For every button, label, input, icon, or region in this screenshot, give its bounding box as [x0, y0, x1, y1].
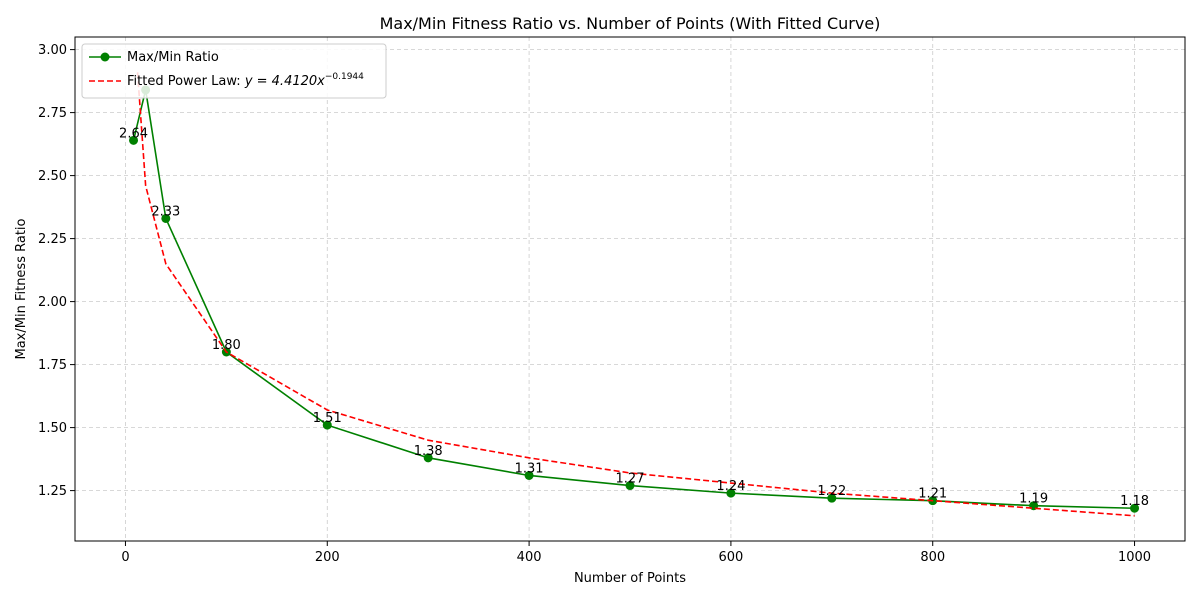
x-tick-label: 1000: [1118, 550, 1151, 565]
legend-marker-ratio: [100, 52, 110, 62]
legend-label-fit: Fitted Power Law: y = 4.4120x−0.1944: [127, 72, 364, 89]
data-label: 1.38: [414, 444, 443, 459]
legend-fit-exponent: −0.1944: [325, 72, 364, 82]
x-axis-ticks: 0 200 400 600 800 1000: [121, 541, 1151, 565]
y-tick-label: 2.25: [38, 232, 67, 247]
y-tick-label: 1.25: [38, 484, 67, 499]
series-max-min-ratio: [129, 85, 1140, 513]
data-label: 1.21: [918, 487, 947, 502]
plot-frame: [74, 36, 1186, 542]
data-label: 1.27: [616, 472, 645, 487]
data-labels: 2.64 2.33 1.80 1.51 1.38 1.31 1.27 1.24 1.22 1.21…: [119, 126, 1149, 509]
data-point: [322, 420, 332, 430]
chart-title: Max/Min Fitness Ratio vs. Number of Poin…: [380, 14, 881, 33]
series-line-max-min-ratio: [132, 89, 1135, 510]
x-tick-label: 400: [517, 550, 542, 565]
legend-fit-formula: y = 4.4120x: [244, 74, 325, 89]
data-point: [625, 481, 635, 491]
x-axis-label: Number of Points: [574, 571, 686, 586]
data-label: 1.80: [212, 338, 241, 353]
data-label: 2.64: [119, 126, 148, 141]
x-tick-label: 600: [718, 550, 743, 565]
x-tick-label: 200: [315, 550, 340, 565]
y-tick-label: 3.00: [38, 43, 67, 58]
y-axis-label: Max/Min Fitness Ratio: [14, 218, 29, 359]
series-line-fitted-power-law: [136, 72, 1135, 517]
data-label: 1.19: [1019, 492, 1048, 507]
y-tick-label: 2.50: [38, 169, 67, 184]
legend-box: [81, 43, 387, 99]
legend-label-ratio: Max/Min Ratio: [127, 50, 219, 65]
data-label: 1.31: [515, 461, 544, 476]
data-point: [1130, 503, 1140, 513]
legend: Max/Min Ratio Fitted Power Law: y = 4.41…: [81, 43, 387, 99]
data-label: 1.22: [817, 484, 846, 499]
x-tick-label: 0: [121, 550, 129, 565]
data-point: [827, 493, 837, 503]
data-point: [423, 453, 433, 463]
y-tick-label: 2.00: [38, 295, 67, 310]
y-tick-label: 2.75: [38, 106, 67, 121]
grid: [75, 37, 1185, 541]
data-label: 1.24: [716, 479, 745, 494]
data-label: 1.51: [313, 411, 342, 426]
legend-fit-prefix: Fitted Power Law:: [127, 74, 245, 89]
data-point: [726, 488, 736, 498]
data-point: [524, 470, 534, 480]
series-layer: [129, 72, 1140, 517]
data-label: 2.33: [151, 204, 180, 219]
y-axis-ticks: 1.25 1.50 1.75 2.00 2.25 2.50 2.75 3.00: [38, 43, 75, 499]
data-label: 1.18: [1120, 494, 1149, 509]
data-point: [129, 135, 139, 145]
data-point: [161, 213, 171, 223]
y-tick-label: 1.50: [38, 421, 67, 436]
x-tick-label: 800: [920, 550, 945, 565]
y-tick-label: 1.75: [38, 358, 67, 373]
